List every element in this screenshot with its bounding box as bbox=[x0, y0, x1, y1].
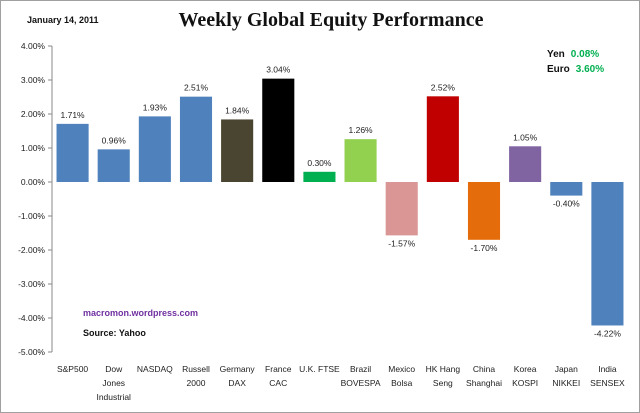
bar bbox=[550, 182, 583, 196]
x-tick-label: HK Hang bbox=[426, 364, 461, 374]
data-label: 0.96% bbox=[102, 135, 127, 145]
bar bbox=[179, 96, 213, 182]
y-tick-label: 2.00% bbox=[21, 109, 46, 119]
data-label: 1.26% bbox=[349, 125, 374, 135]
currency-value: 3.60% bbox=[575, 64, 605, 75]
chart-date: January 14, 2011 bbox=[27, 15, 99, 25]
x-tick-label: Russell bbox=[182, 364, 210, 374]
x-tick-label: Japan bbox=[555, 364, 578, 374]
data-label: 2.52% bbox=[431, 82, 456, 92]
x-tick-label: S&P500 bbox=[57, 364, 88, 374]
currency-label: Yen bbox=[547, 49, 565, 60]
x-tick-label: Jones bbox=[102, 378, 125, 388]
bar bbox=[591, 182, 624, 326]
y-tick-label: -5.00% bbox=[18, 347, 45, 357]
x-tick-label: NIKKEI bbox=[552, 378, 580, 388]
bar bbox=[138, 116, 171, 182]
x-tick-label: France bbox=[265, 364, 292, 374]
y-tick-label: 4.00% bbox=[21, 41, 46, 51]
data-label: -0.40% bbox=[553, 199, 580, 209]
bar bbox=[344, 139, 377, 182]
currency-euro: Euro 3.60% bbox=[547, 64, 604, 75]
x-tick-label: Mexico bbox=[388, 364, 415, 374]
bar bbox=[426, 96, 459, 182]
x-tick-label: India bbox=[598, 364, 617, 374]
data-label: 0.30% bbox=[307, 158, 332, 168]
y-tick-label: -1.00% bbox=[18, 211, 45, 221]
source-note: Source: Yahoo bbox=[83, 328, 146, 338]
y-tick-label: -2.00% bbox=[18, 245, 45, 255]
data-label: 1.05% bbox=[513, 132, 538, 142]
x-tick-label: DAX bbox=[228, 378, 246, 388]
currency-label: Euro bbox=[547, 64, 570, 75]
x-tick-label: SENSEX bbox=[590, 378, 625, 388]
bar bbox=[221, 119, 254, 182]
data-label: 1.93% bbox=[143, 102, 168, 112]
bar bbox=[97, 149, 130, 182]
bar bbox=[467, 182, 501, 240]
x-tick-label: 2000 bbox=[187, 378, 206, 388]
data-label: 3.04% bbox=[266, 65, 291, 75]
x-tick-label: Shanghai bbox=[466, 378, 502, 388]
data-label: -1.70% bbox=[471, 243, 498, 253]
x-tick-label: Brazil bbox=[350, 364, 371, 374]
x-tick-label: Korea bbox=[514, 364, 537, 374]
data-label: -4.22% bbox=[594, 328, 621, 338]
currency-value: 0.08% bbox=[570, 49, 600, 60]
bar bbox=[509, 146, 542, 182]
data-label: 1.71% bbox=[61, 110, 86, 120]
x-tick-label: NASDAQ bbox=[137, 364, 173, 374]
bar bbox=[56, 123, 89, 182]
x-tick-label: Germany bbox=[220, 364, 256, 374]
x-tick-label: CAC bbox=[269, 378, 287, 388]
x-tick-label: KOSPI bbox=[512, 378, 538, 388]
data-label: 1.84% bbox=[225, 105, 250, 115]
chart-title: Weekly Global Equity Performance bbox=[178, 9, 484, 31]
x-tick-label: Dow bbox=[105, 364, 123, 374]
x-tick-label: Industrial bbox=[96, 392, 131, 402]
bar bbox=[385, 182, 418, 236]
y-tick-label: -4.00% bbox=[18, 313, 45, 323]
x-tick-label: China bbox=[473, 364, 495, 374]
y-tick-label: 3.00% bbox=[21, 75, 46, 85]
y-tick-label: 0.00% bbox=[21, 177, 46, 187]
x-tick-label: U.K. FTSE bbox=[299, 364, 340, 374]
data-label: -1.57% bbox=[388, 238, 415, 248]
x-tick-label: Bolsa bbox=[391, 378, 413, 388]
y-tick-label: 1.00% bbox=[21, 143, 46, 153]
data-label: 2.51% bbox=[184, 83, 209, 93]
x-tick-label: BOVESPA bbox=[341, 378, 381, 388]
bar bbox=[303, 171, 336, 182]
currency-yen: Yen 0.08% bbox=[547, 49, 599, 60]
x-tick-label: Seng bbox=[433, 378, 453, 388]
bar bbox=[262, 78, 295, 182]
y-tick-label: -3.00% bbox=[18, 279, 45, 289]
watermark-text: macromon.wordpress.com bbox=[83, 308, 199, 318]
